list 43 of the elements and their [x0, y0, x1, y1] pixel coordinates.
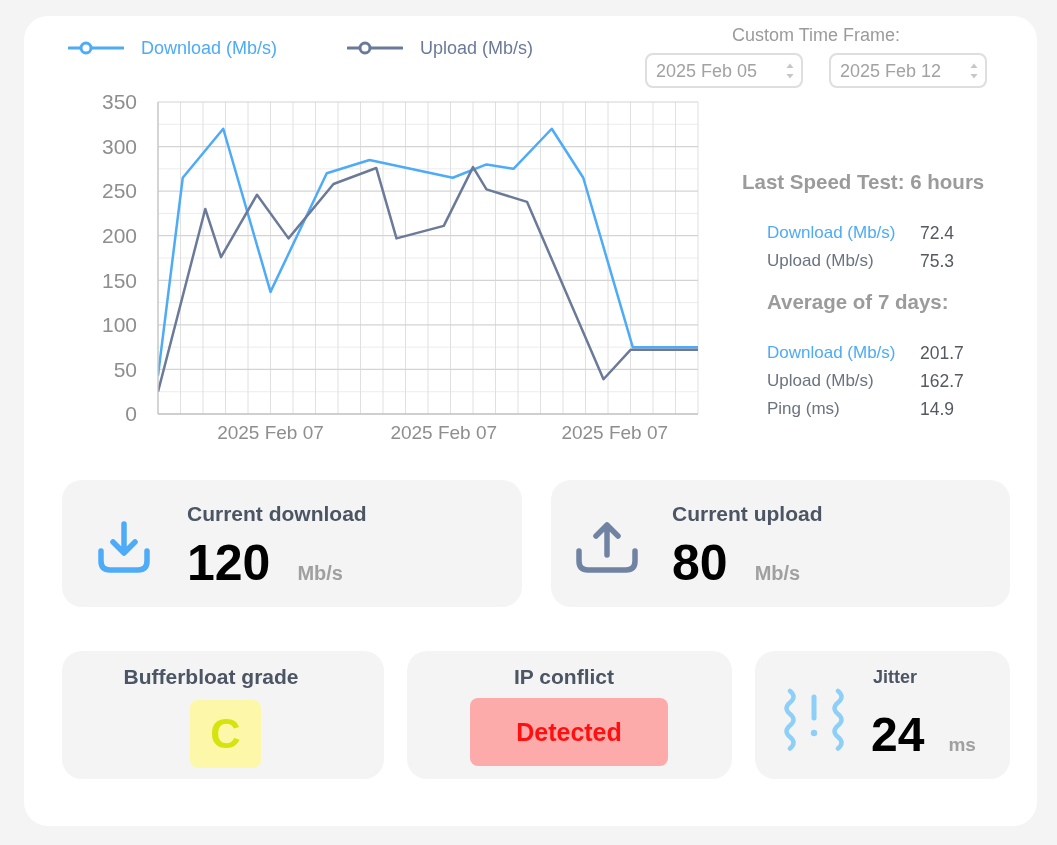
- line-series: [158, 165, 698, 393]
- text: IP conflict: [514, 665, 614, 688]
- data-label: 162.7: [920, 370, 964, 392]
- text: Jitter: [872, 667, 917, 687]
- text: ms: [948, 734, 976, 755]
- badge: Detected: [470, 698, 668, 766]
- text: Bufferbloat grade: [123, 665, 299, 688]
- legend-label: Upload (Mb/s): [420, 38, 534, 58]
- data-label: 24: [871, 708, 925, 761]
- y-tick-label: 250: [101, 179, 137, 203]
- data-label: 120: [187, 535, 271, 591]
- text: Mb/s: [297, 562, 343, 584]
- data-label: 14.9: [920, 398, 955, 420]
- y-tick-label: 150: [101, 268, 137, 292]
- text: Average of 7 days:: [767, 290, 949, 313]
- y-tick-label: 0: [125, 402, 137, 426]
- x-tick-label: 2025 Feb 07: [217, 422, 324, 444]
- line-series: [158, 127, 698, 377]
- category-label: Ping (ms): [767, 399, 840, 418]
- data-label: 201.7: [920, 342, 964, 364]
- y-tick-label: 50: [113, 357, 137, 381]
- data-label: 75.3: [920, 250, 955, 272]
- date-field: 2025 Feb 12: [829, 53, 987, 88]
- date-field: 2025 Feb 05: [645, 53, 803, 88]
- category-label: Upload (Mb/s): [767, 251, 874, 270]
- text: Current upload: [672, 502, 823, 525]
- text: Mb/s: [754, 562, 801, 584]
- text: Current download: [187, 502, 367, 525]
- badge: C: [190, 700, 261, 768]
- y-tick-label: 350: [101, 90, 137, 114]
- y-tick-label: 300: [101, 134, 137, 158]
- y-tick-label: 100: [101, 313, 137, 337]
- text: Custom Time Frame:: [731, 25, 901, 45]
- category-label: Upload (Mb/s): [767, 371, 874, 390]
- text: Last Speed Test: 6 hours: [742, 170, 985, 193]
- data-label: 72.4: [920, 222, 955, 244]
- category-label: Download (Mb/s): [767, 223, 896, 242]
- x-tick-label: 2025 Feb 07: [561, 422, 669, 444]
- data-label: 80: [672, 535, 728, 591]
- category-label: Download (Mb/s): [767, 343, 896, 362]
- legend-label: Download (Mb/s): [141, 38, 278, 58]
- y-tick-label: 200: [101, 224, 137, 248]
- x-tick-label: 2025 Feb 07: [390, 422, 498, 444]
